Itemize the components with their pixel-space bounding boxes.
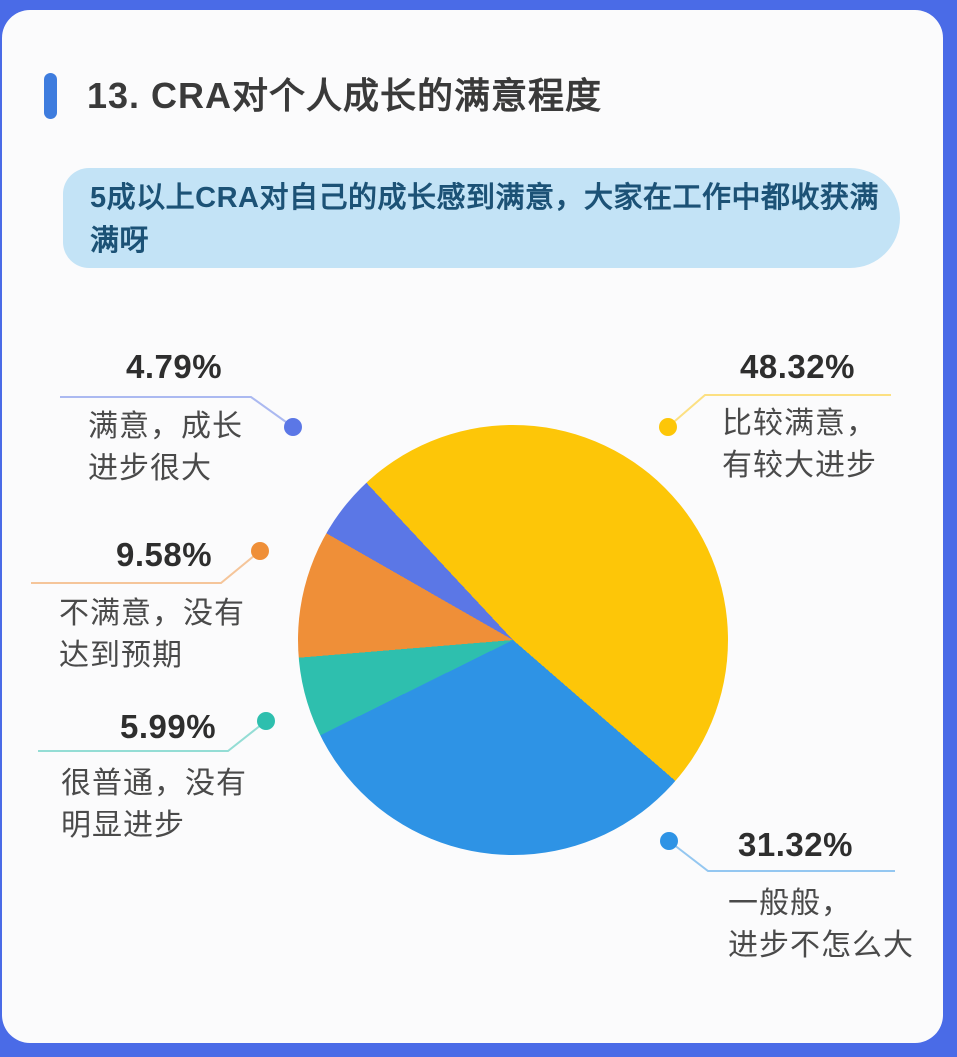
summary-callout-text: 5成以上CRA对自己的成长感到满意，大家在工作中都收获满满呀: [90, 182, 879, 257]
percent-value: 9.58%: [116, 536, 213, 573]
leader-line: [31, 550, 261, 584]
leader-line: [668, 840, 895, 872]
slice-dot: [660, 832, 678, 850]
summary-callout: 5成以上CRA对自己的成长感到满意，大家在工作中都收获满满呀: [63, 168, 900, 268]
slice-label-line: 比较满意，: [722, 407, 877, 440]
slice-dot: [257, 712, 275, 730]
slice-label: 一般般， 进步不怎么大: [728, 883, 914, 967]
title-marker-bar: [44, 73, 57, 119]
slice-label-line: 满意，成长: [88, 410, 243, 443]
infographic-card: 13. CRA对个人成长的满意程度 5成以上CRA对自己的成长感到满意，大家在工…: [2, 10, 943, 1043]
slice-label: 比较满意， 有较大进步: [722, 403, 877, 487]
slice-label: 不满意，没有 达到预期: [59, 593, 245, 677]
slice-label-line: 一般般，: [728, 887, 852, 920]
percent-value: 31.32%: [738, 826, 853, 863]
slice-label: 很普通，没有 明显进步: [61, 763, 247, 847]
percent-value: 48.32%: [740, 348, 855, 385]
slice-label-line: 进步很大: [88, 452, 212, 485]
slice-dot: [659, 418, 677, 436]
slice-dot: [284, 418, 302, 436]
slice-label-line: 有较大进步: [722, 449, 877, 482]
slice-label-line: 进步不怎么大: [728, 929, 914, 962]
slice-label: 满意，成长 进步很大: [88, 406, 243, 490]
pie-chart: [298, 425, 728, 855]
leader-line: [38, 720, 267, 752]
leader-line: [60, 396, 294, 428]
slice-dot: [251, 542, 269, 560]
percent-value: 4.79%: [126, 348, 223, 385]
slice-label-line: 明显进步: [61, 809, 185, 842]
slice-label-line: 不满意，没有: [59, 597, 245, 630]
page-title: 13. CRA对个人成长的满意程度: [87, 75, 603, 116]
slice-label-line: 很普通，没有: [61, 767, 247, 800]
slice-label-line: 达到预期: [59, 639, 183, 672]
percent-value: 5.99%: [120, 708, 217, 745]
leader-lines-layer: [31, 394, 895, 872]
leader-line: [667, 394, 891, 428]
header: 13. CRA对个人成长的满意程度: [44, 72, 602, 120]
